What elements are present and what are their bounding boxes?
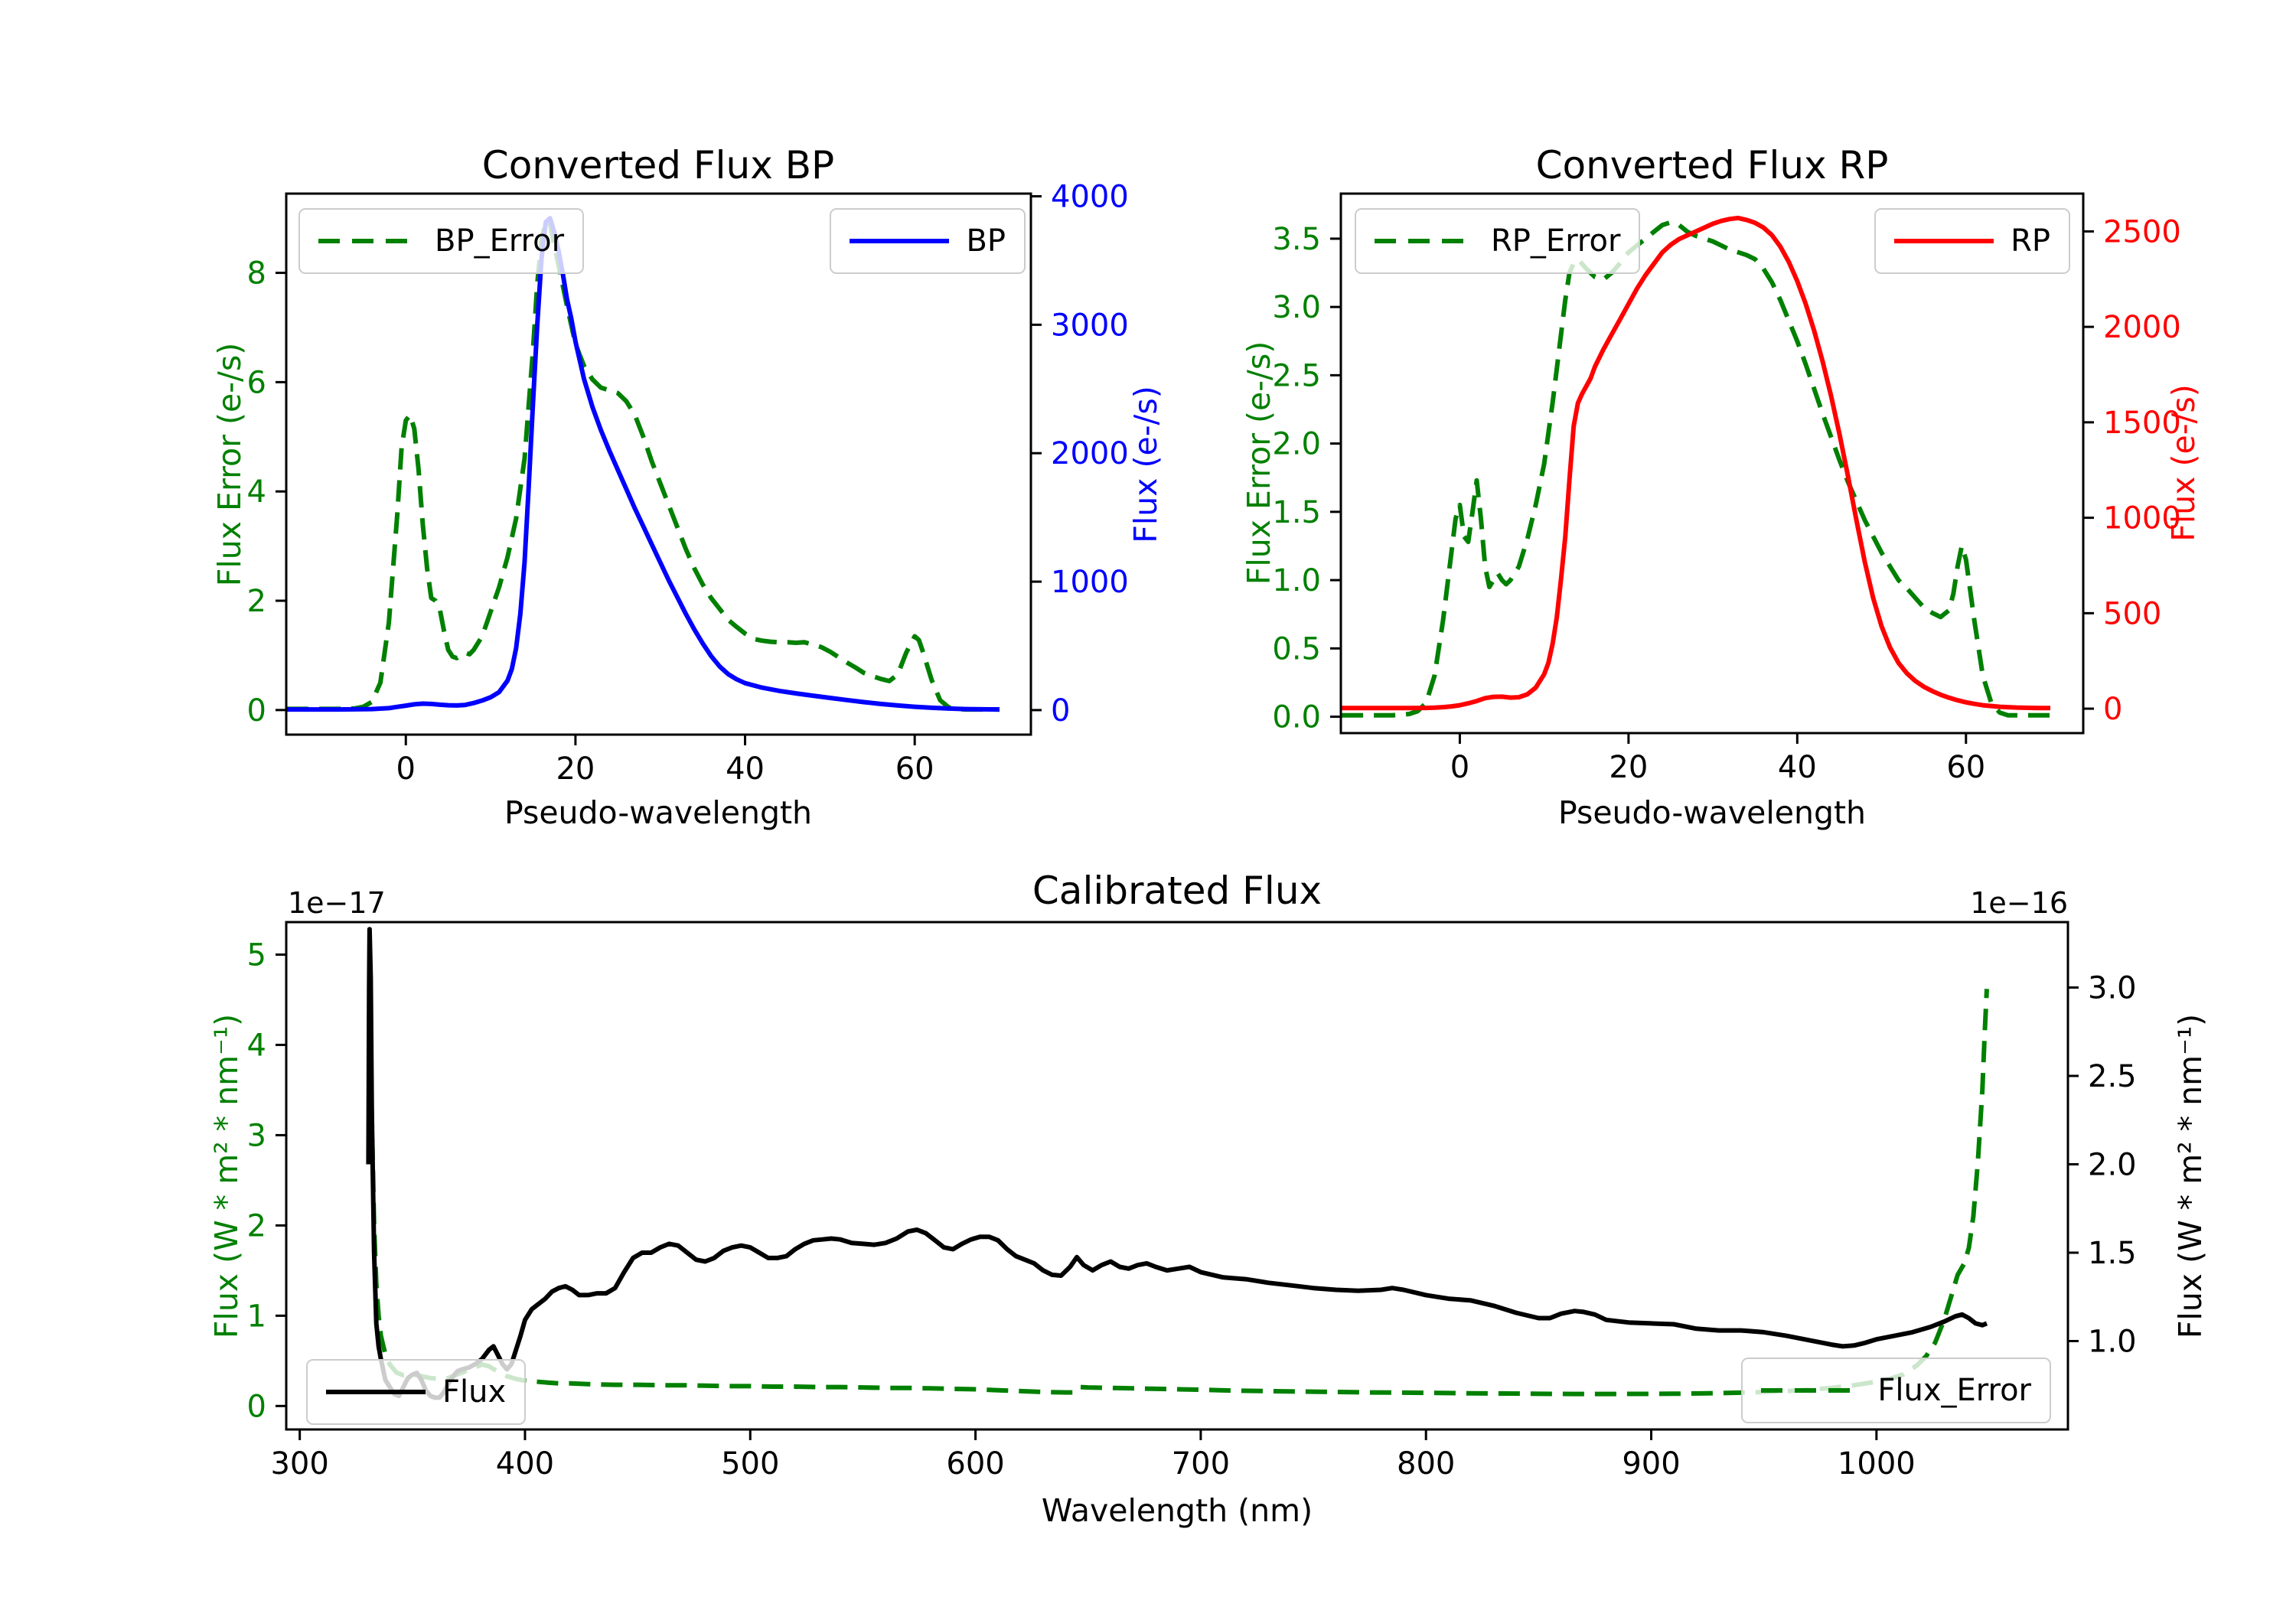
bp-x-tick-label: 40 <box>726 751 765 787</box>
rp-y-tick-label-left: 1.5 <box>1272 495 1321 530</box>
cal-offset-right-label: 1e−16 <box>1970 886 2068 920</box>
rp-y-tick-label-left: 2.5 <box>1272 358 1321 393</box>
flux-error-legend: Flux_Error <box>1741 1358 2051 1423</box>
rp-x-tick-label: 0 <box>1450 750 1469 785</box>
rp-y-tick-label-right: 1500 <box>2103 406 2181 441</box>
cal-y-tick-label-left: 5 <box>247 937 266 973</box>
rp-plot: 0 20 40 60 0.0 0.5 1.0 1.5 2.0 2.5 3.0 3.5 0 500 1000 1… <box>1272 192 2181 785</box>
rp-y-tick-label-right: 1000 <box>2103 501 2181 536</box>
rp-error-legend-label: RP_Error <box>1491 223 1621 259</box>
cal-x-tick-label: 800 <box>1397 1446 1455 1482</box>
cal-ylabel-right: Flux (W * m² * nm⁻¹) <box>2172 1013 2209 1339</box>
bp-y-tick-label-right: 2000 <box>1051 436 1129 471</box>
cal-curve-Flux <box>366 927 1988 1400</box>
cal-y-tick-label-left: 1 <box>247 1299 266 1334</box>
rp-curve-RP <box>1342 215 2051 711</box>
rp-y-tick-label-left: 0.5 <box>1272 631 1321 667</box>
cal-y-tick-label-right: 3.0 <box>2088 970 2137 1006</box>
bp-ylabel-left: Flux Error (e-/s) <box>211 342 248 587</box>
rp-y-tick-label-left: 2.0 <box>1272 427 1321 462</box>
cal-y-tick-label-right: 1.0 <box>2088 1324 2137 1359</box>
cal-xlabel: Wavelength (nm) <box>1041 1492 1313 1529</box>
cal-y-tick-label-left: 4 <box>247 1028 266 1063</box>
bp-error-legend-label: BP_Error <box>435 223 565 259</box>
bp-legend-label: BP <box>966 223 1006 259</box>
bp-curve-BP <box>287 216 1000 712</box>
cal-y-tick-label-right: 2.5 <box>2088 1059 2137 1094</box>
bp-plot: 0 20 40 60 0 2 4 6 8 0 1000 2000 3000 4000 <box>247 180 1129 787</box>
bp-legend-line <box>850 239 950 243</box>
rp-x-tick-label: 20 <box>1609 750 1648 785</box>
bp-y-tick-label-left: 0 <box>247 693 266 729</box>
cal-x-tick-label: 600 <box>946 1446 1004 1482</box>
bp-error-legend-line <box>318 239 418 243</box>
rp-title: Converted Flux RP <box>1535 143 1889 187</box>
rp-y-tick-label-left: 0.0 <box>1272 700 1321 735</box>
cal-x-tick-label: 400 <box>496 1446 554 1482</box>
flux-error-legend-label: Flux_Error <box>1877 1373 2031 1408</box>
flux-legend-label: Flux <box>442 1374 507 1410</box>
rp-x-tick-label: 40 <box>1778 750 1817 785</box>
rp-legend-label: RP <box>2011 223 2050 259</box>
bp-y-tick-label-left: 2 <box>247 584 266 619</box>
bp-x-tick-label: 60 <box>895 751 934 787</box>
bp-y-tick-label-right: 0 <box>1051 693 1070 729</box>
rp-error-legend-line <box>1375 239 1474 243</box>
cal-y-tick-label-left: 2 <box>247 1208 266 1244</box>
bp-y-tick-label-right: 3000 <box>1051 308 1129 343</box>
rp-legend: RP <box>1874 208 2070 274</box>
cal-curve-Flux_Error <box>367 945 1989 1397</box>
bp-y-tick-label-left: 8 <box>247 256 266 292</box>
cal-ylabel-left: Flux (W * m² * nm⁻¹) <box>208 1013 245 1339</box>
rp-xlabel: Pseudo-wavelength <box>1557 794 1867 831</box>
cal-y-tick-label-right: 2.0 <box>2088 1147 2137 1182</box>
rp-frame <box>1339 192 2085 735</box>
bp-x-tick-label: 0 <box>396 751 416 787</box>
cal-offset-left-label: 1e−17 <box>288 886 386 920</box>
cal-x-tick-label: 900 <box>1622 1446 1680 1482</box>
rp-y-tick-label-right: 0 <box>2103 692 2122 727</box>
cal-y-tick-label-left: 3 <box>247 1118 266 1153</box>
rp-y-tick-label-right: 2500 <box>2103 214 2181 249</box>
bp-curve-BP_Error <box>287 218 1000 712</box>
bp-y-tick-label-left: 4 <box>247 474 266 510</box>
flux-legend: Flux <box>306 1359 527 1425</box>
bp-ylabel-right: Flux (e-/s) <box>1127 386 1164 543</box>
cal-title: Calibrated Flux <box>1032 869 1322 913</box>
bp-y-tick-label-right: 4000 <box>1051 180 1129 215</box>
cal-x-tick-label: 300 <box>270 1446 328 1482</box>
bp-title: Converted Flux BP <box>481 143 835 187</box>
cal-frame <box>285 921 2069 1431</box>
bp-error-legend: BP_Error <box>298 208 585 274</box>
flux-error-legend-line <box>1761 1388 1861 1393</box>
rp-curve-RP_Error <box>1342 220 2050 718</box>
cal-x-tick-label: 500 <box>721 1446 779 1482</box>
rp-x-tick-label: 60 <box>1946 750 1985 785</box>
rp-error-legend: RP_Error <box>1355 208 1641 274</box>
rp-y-tick-label-right: 2000 <box>2103 310 2181 345</box>
bp-legend: BP <box>830 208 1026 274</box>
bp-frame <box>285 192 1032 736</box>
rp-y-tick-label-right: 500 <box>2103 596 2161 631</box>
bp-y-tick-label-left: 6 <box>247 365 266 400</box>
cal-x-tick-label: 700 <box>1172 1446 1230 1482</box>
cal-y-tick-label-left: 0 <box>247 1389 266 1424</box>
rp-y-tick-label-left: 3.5 <box>1272 222 1321 257</box>
rp-legend-line <box>1894 239 1994 243</box>
rp-y-tick-label-left: 1.0 <box>1272 563 1321 598</box>
bp-xlabel: Pseudo-wavelength <box>504 794 813 831</box>
rp-y-tick-label-left: 3.0 <box>1272 290 1321 325</box>
bp-x-tick-label: 20 <box>556 751 595 787</box>
cal-x-tick-label: 1000 <box>1838 1446 1916 1482</box>
cal-y-tick-label-right: 1.5 <box>2088 1236 2137 1271</box>
rp-ylabel-left: Flux Error (e-/s) <box>1241 341 1277 585</box>
bp-y-tick-label-right: 1000 <box>1051 565 1129 600</box>
rp-ylabel-right: Flux (e-/s) <box>2165 384 2202 542</box>
flux-legend-line <box>326 1390 426 1394</box>
